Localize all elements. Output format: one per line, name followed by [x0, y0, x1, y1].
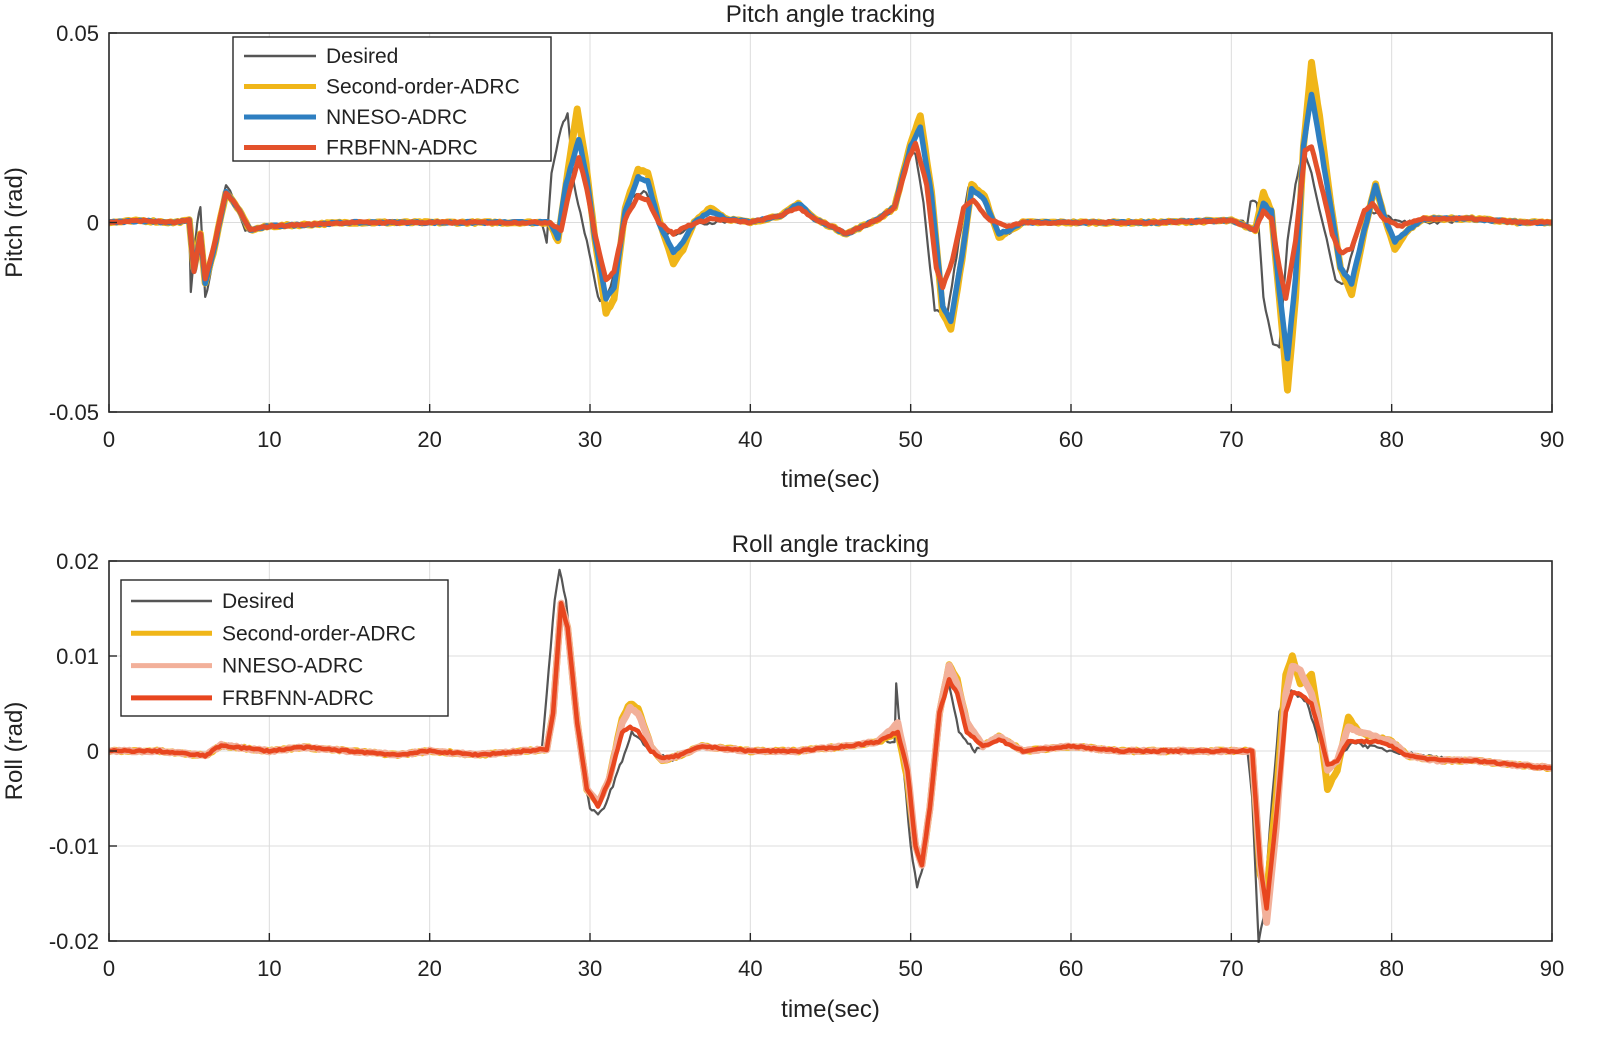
roll-legend-box: [120, 579, 449, 717]
roll-legend-label-frbfnn-adrc: FRBFNN-ADRC: [222, 687, 374, 710]
roll-x-tick-label: 60: [1059, 956, 1083, 981]
pitch-legend-label-desired: Desired: [326, 45, 398, 68]
roll-x-tick-label: 0: [103, 956, 115, 981]
pitch-y-tick-label: 0: [87, 211, 99, 236]
pitch-x-tick-label: 70: [1219, 427, 1243, 452]
pitch-y-axis-label: Pitch (rad): [1, 167, 28, 278]
pitch-chart-title: Pitch angle tracking: [726, 1, 935, 28]
roll-x-tick-label: 30: [578, 956, 602, 981]
pitch-x-axis-label: time(sec): [781, 466, 880, 493]
pitch-legend: Desired Second-order-ADRC NNESO-ADRC FRBFNN…: [232, 36, 552, 162]
pitch-x-tick-label: 30: [578, 427, 602, 452]
roll-legend: Desired Second-order-ADRC NNESO-ADRC FRBFNN…: [120, 579, 449, 717]
roll-chart-panel: 0 10 20 30 40 50 60 70 80 90 -0.02 -0.01 0 0.01 0.02 Ro…: [1, 531, 1564, 1023]
pitch-x-tick-label: 80: [1379, 427, 1403, 452]
roll-chart-title: Roll angle tracking: [732, 531, 929, 558]
pitch-x-tick-label: 20: [417, 427, 441, 452]
pitch-legend-label-second-order-adrc: Second-order-ADRC: [326, 76, 520, 99]
pitch-x-tick-label: 40: [738, 427, 762, 452]
roll-x-tick-label: 20: [417, 956, 441, 981]
roll-y-tick-label: 0: [87, 739, 99, 764]
roll-x-tick-label: 40: [738, 956, 762, 981]
pitch-y-tick-label: 0.05: [56, 21, 99, 46]
pitch-x-tick-label: 10: [257, 427, 281, 452]
roll-y-tick-label: 0.01: [56, 644, 99, 669]
roll-x-tick-label: 10: [257, 956, 281, 981]
roll-y-tick-label: 0.02: [56, 549, 99, 574]
pitch-legend-box: [232, 36, 552, 162]
roll-y-axis-label: Roll (rad): [1, 702, 28, 801]
pitch-legend-label-nneso-adrc: NNESO-ADRC: [326, 106, 467, 129]
pitch-series-line-frbfnn-adrc: [109, 140, 1552, 301]
roll-x-axis-label: time(sec): [781, 996, 880, 1023]
roll-x-tick-label: 50: [898, 956, 922, 981]
roll-legend-label-second-order-adrc: Second-order-ADRC: [222, 622, 416, 645]
pitch-x-tick-label: 50: [898, 427, 922, 452]
roll-y-tick-label: -0.01: [49, 834, 99, 859]
pitch-y-tick-label: -0.05: [49, 400, 99, 425]
pitch-legend-label-frbfnn-adrc: FRBFNN-ADRC: [326, 137, 478, 160]
roll-series-line-frbfnn-adrc: [109, 600, 1552, 911]
roll-legend-label-nneso-adrc: NNESO-ADRC: [222, 655, 363, 678]
roll-series-group: [109, 568, 1552, 943]
pitch-x-tick-label: 60: [1059, 427, 1083, 452]
pitch-x-tick-label: 0: [103, 427, 115, 452]
roll-x-tick-label: 70: [1219, 956, 1243, 981]
roll-legend-label-desired: Desired: [222, 590, 294, 613]
roll-x-tick-label: 90: [1540, 956, 1564, 981]
pitch-x-tick-label: 90: [1540, 427, 1564, 452]
roll-y-tick-label: -0.02: [49, 929, 99, 954]
roll-x-tick-label: 80: [1379, 956, 1403, 981]
pitch-series-group: [109, 58, 1552, 394]
